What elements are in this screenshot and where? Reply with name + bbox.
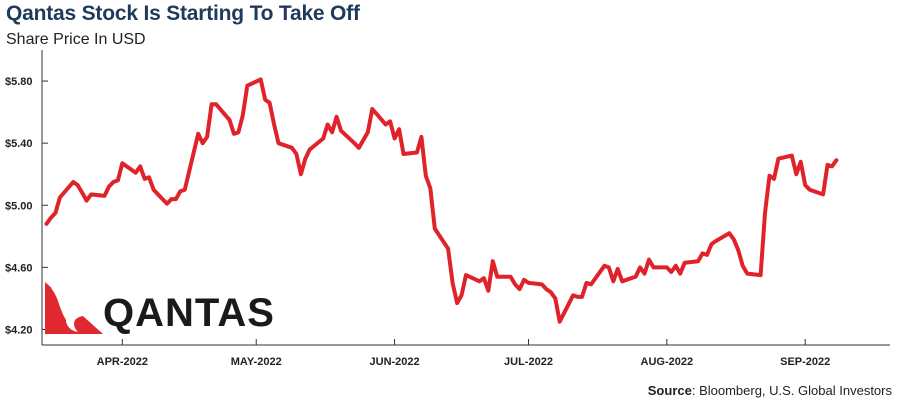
- y-tick-label: $5.40: [5, 138, 33, 150]
- x-axis-ticks: APR-2022 MAY-2022 JUN-2022 JUL-2022 AUG-2022…: [97, 339, 830, 368]
- qantas-logo: QANTAS: [45, 282, 275, 335]
- source-text: : Bloomberg, U.S. Global Investors: [691, 383, 892, 398]
- logo-wordmark: QANTAS: [103, 291, 275, 335]
- x-tick-label: AUG-2022: [641, 356, 694, 368]
- share-price-line: [44, 77, 839, 324]
- x-tick-label: JUL-2022: [504, 356, 553, 368]
- source-note: Source: Bloomberg, U.S. Global Investors: [648, 383, 892, 398]
- y-tick-label: $5.00: [5, 200, 33, 212]
- y-tick-label: $4.20: [5, 324, 33, 336]
- y-tick-label: $5.80: [5, 76, 33, 88]
- x-tick-label: MAY-2022: [231, 356, 282, 368]
- chart-title: Qantas Stock Is Starting To Take Off: [6, 2, 360, 25]
- x-tick-label: SEP-2022: [780, 356, 830, 368]
- y-axis-ticks: $4.20 $4.60 $5.00 $5.40 $5.80: [5, 76, 48, 336]
- y-tick-label: $4.60: [5, 262, 33, 274]
- x-tick-label: APR-2022: [97, 356, 148, 368]
- kangaroo-icon: [51, 288, 92, 332]
- chart-subtitle: Share Price In USD: [6, 31, 146, 48]
- x-tick-label: JUN-2022: [370, 356, 420, 368]
- source-label: Source: [647, 383, 692, 398]
